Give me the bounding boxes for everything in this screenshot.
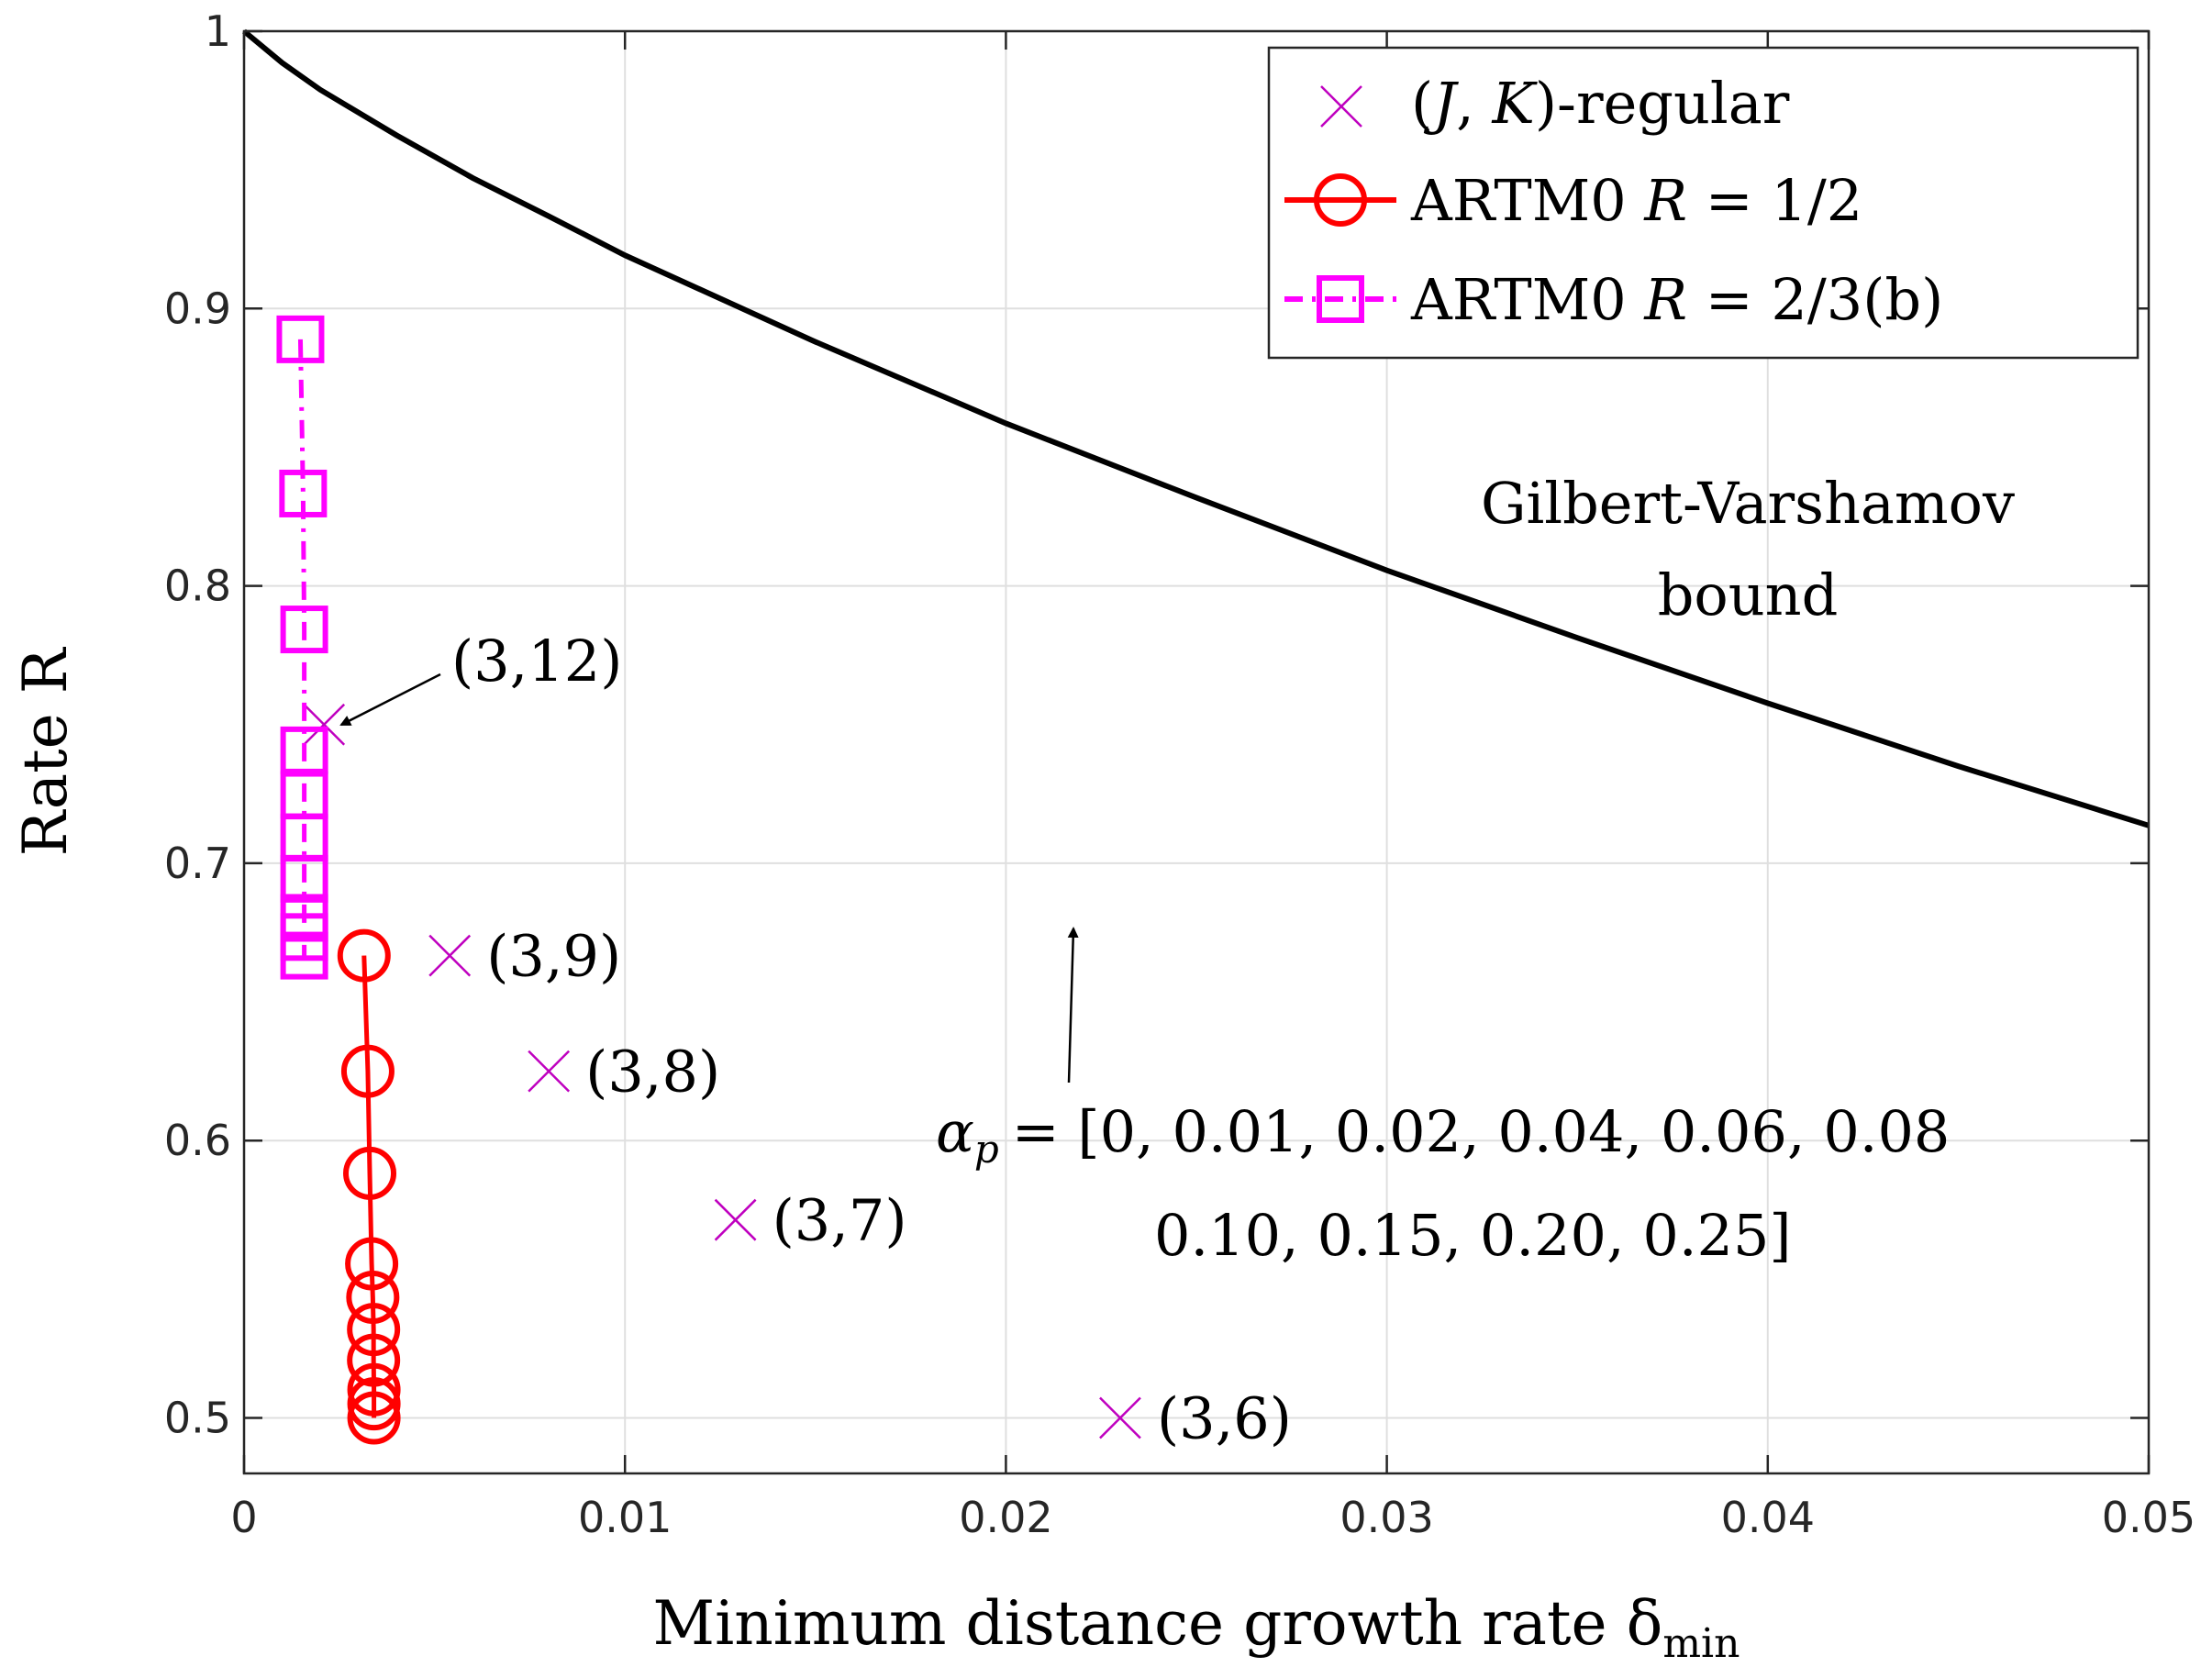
legend-marker-circle <box>1314 173 1367 227</box>
artm0-half-point <box>337 928 391 983</box>
x-axis-label-sub: min <box>1662 1620 1740 1667</box>
legend-marker-square <box>1317 275 1364 323</box>
alpha-label-line1: αp = [0, 0.01, 0.02, 0.04, 0.06, 0.08 <box>936 1098 1950 1172</box>
artm0-twothirds-point <box>280 854 328 903</box>
gv-bound-label-line1: Gilbert-Varshamov <box>1481 470 2015 537</box>
artm0-twothirds-point <box>280 606 328 654</box>
legend-entry-artm0-half: ARTM0 R = 1/2 <box>1284 167 1862 234</box>
y-tick-label: 1 <box>205 6 231 56</box>
regular-point-label: (3,9) <box>486 923 621 990</box>
y-tick-label: 0.8 <box>164 561 231 611</box>
ticks: 0 0.01 0.02 0.03 0.04 0.05 0.5 0.6 0.7 0.8 0.9 1 <box>164 6 2195 1542</box>
legend-entry-artm0-twothirds: ARTM0 R = 2/3(b) <box>1284 266 1943 333</box>
regular-point-label: (3,8) <box>585 1039 720 1106</box>
regular-point <box>714 1198 757 1241</box>
series-layer: (3,12) (3,9) (3,8) (3,7) (3,6) <box>242 28 2150 1452</box>
y-tick-label: 0.6 <box>164 1116 231 1165</box>
regular-point-label: (3,7) <box>773 1187 907 1254</box>
alpha-arrow <box>1067 927 1079 1084</box>
legend-box <box>1267 46 2140 360</box>
legend-label-artm0-twothirds: ARTM0 R = 2/3(b) <box>1410 266 1943 333</box>
artm0-half-point <box>340 1044 395 1098</box>
gv-bound-line <box>242 28 2150 828</box>
x-tick-label: 0.01 <box>578 1493 672 1542</box>
regular-point <box>428 934 472 977</box>
y-tick-label: 0.5 <box>164 1394 231 1443</box>
x-tick-label: 0.02 <box>959 1493 1052 1542</box>
legend-label-regular: (J, K)-regular <box>1411 70 1790 137</box>
legend-label-artm0-half: ARTM0 R = 1/2 <box>1410 167 1862 234</box>
regular-point-label: (3,6) <box>1157 1385 1292 1452</box>
gv-bound-label-line2: bound <box>1658 561 1839 628</box>
regular-point <box>1099 1396 1141 1439</box>
artm0-twothirds-point <box>276 315 325 363</box>
artm0-half-point <box>347 1362 401 1417</box>
x-tick-label: 0.03 <box>1339 1493 1433 1542</box>
regular-point <box>528 1050 571 1093</box>
x-tick-label: 0.04 <box>1721 1493 1815 1542</box>
regular-point <box>303 703 346 746</box>
y-axis-label: Rate R <box>10 646 81 856</box>
artm0-half-point <box>346 1271 400 1325</box>
legend-entry-regular: (J, K)-regular <box>1320 70 1790 137</box>
y-tick-label: 0.7 <box>164 839 231 888</box>
artm0-half-point <box>347 1377 401 1431</box>
legend: (J, K)-regular ARTM0 R = 1/2 ARTM0 R = 2… <box>1267 46 2140 360</box>
artm0-half-point <box>343 1146 397 1200</box>
artm0-half-point <box>345 1237 399 1291</box>
artm0-half-point <box>347 1391 401 1445</box>
artm0-twothirds-point <box>280 931 328 980</box>
x-tick-label: 0 <box>230 1493 257 1542</box>
artm0-half-point <box>347 1333 401 1387</box>
artm0-twothirds-point <box>279 469 328 517</box>
x-axis-label: Minimum distance growth rate δmin <box>653 1588 1740 1667</box>
legend-marker-x <box>1320 85 1362 128</box>
plot-frame <box>242 29 2151 1475</box>
point-arrow-3-12 <box>339 672 441 727</box>
artm0-half-point <box>347 1303 401 1357</box>
y-tick-label: 0.9 <box>164 283 231 333</box>
x-tick-label: 0.05 <box>2102 1493 2195 1542</box>
regular-point-label: (3,12) <box>451 628 622 695</box>
alpha-label-line2: 0.10, 0.15, 0.20, 0.25] <box>1154 1202 1792 1269</box>
